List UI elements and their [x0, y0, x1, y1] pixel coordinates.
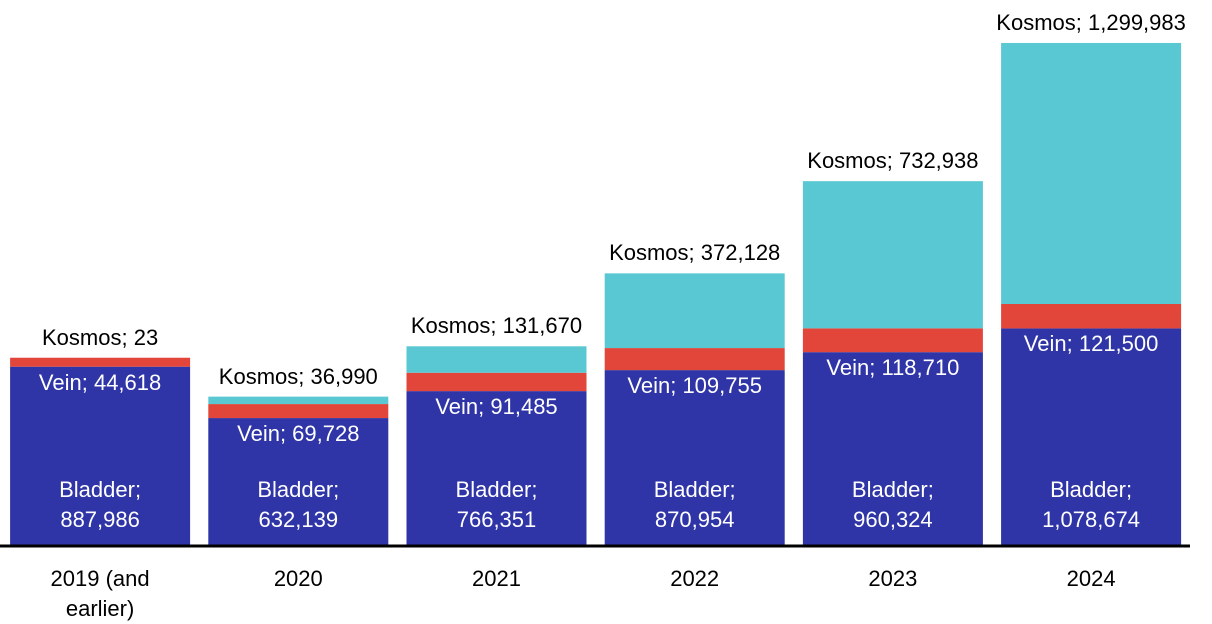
vein-label: Vein; 121,500	[1023, 331, 1159, 357]
bar-segment: Bladder	[802, 352, 983, 545]
bar-segment: Kosmos	[1001, 42, 1182, 305]
bar-segment: Vein	[802, 328, 983, 353]
bar-segment: Kosmos	[406, 346, 587, 373]
bladder-label: Bladder; 766,351	[455, 477, 538, 532]
bar-segment: Bladder	[1001, 328, 1182, 545]
kosmos-label: Kosmos; 131,670	[410, 313, 583, 339]
x-tick-label: 2019 (and earlier)	[50, 566, 150, 621]
bar-segment: Kosmos	[604, 273, 785, 349]
bladder-label: Bladder; 887,986	[59, 477, 142, 532]
bladder-label: Bladder; 870,954	[653, 477, 736, 532]
bar-segment: Vein	[10, 357, 191, 367]
kosmos-label: Kosmos; 36,990	[218, 363, 378, 389]
bar-segment: Bladder	[604, 370, 785, 545]
vein-label: Vein; 118,710	[826, 355, 960, 381]
bladder-label: Bladder; 632,139	[257, 477, 340, 532]
x-tick-label: 2023	[868, 566, 918, 591]
bar-segment: Bladder	[406, 391, 587, 545]
bar-segment: Bladder	[10, 366, 191, 545]
kosmos-label: Kosmos; 732,938	[807, 148, 979, 174]
bar-segment: Kosmos	[802, 181, 983, 329]
kosmos-label: Kosmos; 1,299,983	[996, 9, 1186, 35]
vein-label: Vein; 91,485	[435, 394, 558, 420]
bar-segment: Vein	[406, 372, 587, 392]
bar-segment: Vein	[604, 348, 785, 371]
bar-segment: Vein	[208, 404, 389, 419]
bar-segment: Kosmos	[208, 396, 389, 405]
bar-segment: Vein	[1001, 304, 1182, 329]
bladder-label: Bladder; 960,324	[851, 477, 934, 532]
vein-label: Vein; 69,728	[237, 421, 360, 447]
kosmos-label: Kosmos; 372,128	[609, 240, 781, 266]
x-tick-label: 2022	[670, 566, 720, 591]
x-tick-label: 2021	[472, 566, 521, 591]
vein-label: Vein; 44,618	[38, 369, 162, 395]
x-tick-label: 2024	[1066, 566, 1116, 591]
bar-segment: Bladder	[208, 418, 389, 545]
vein-label: Vein; 109,755	[627, 373, 762, 399]
x-tick-label: 2020	[273, 566, 323, 591]
bladder-label: Bladder; 1,078,674	[1042, 477, 1141, 532]
kosmos-label: Kosmos; 23	[42, 324, 159, 350]
